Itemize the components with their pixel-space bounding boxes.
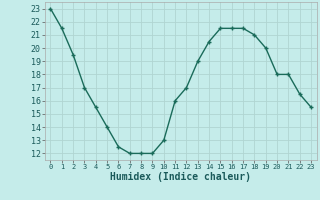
X-axis label: Humidex (Indice chaleur): Humidex (Indice chaleur) [110,172,251,182]
